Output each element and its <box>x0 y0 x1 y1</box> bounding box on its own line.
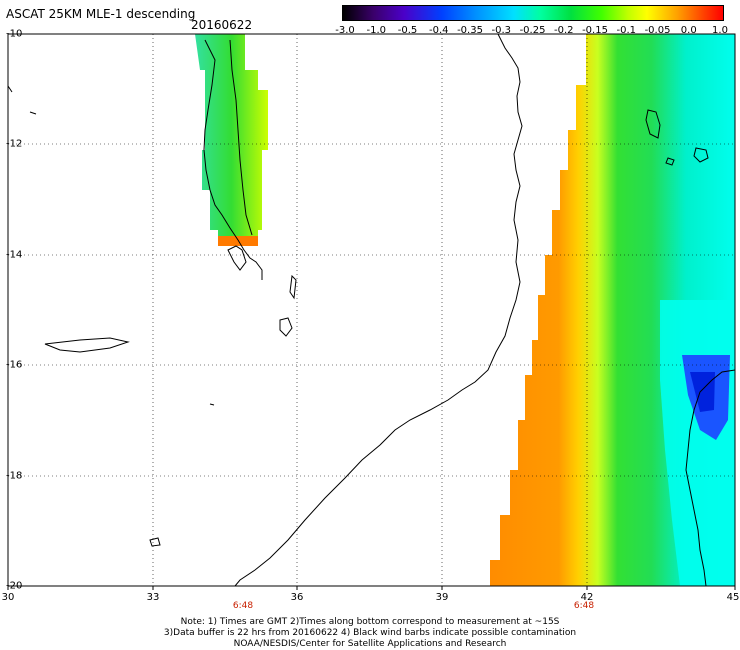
y-tick-label: -14 <box>6 249 23 261</box>
x-tick-label: 42 <box>580 592 594 603</box>
colorbar-tick-label: 1.0 <box>712 25 728 36</box>
y-tick-label: -20 <box>6 580 23 592</box>
graticule <box>8 34 735 586</box>
overpass-time-1: 6:48 <box>232 601 254 611</box>
y-tick-label: -10 <box>6 28 23 40</box>
colorbar-tick-label: -0.3 <box>491 25 512 36</box>
map-frame <box>7 33 736 587</box>
overpass-time-2: 6:48 <box>573 601 595 611</box>
colorbar-tick-label: -0.2 <box>553 25 574 36</box>
x-tick-label: 30 <box>1 592 15 603</box>
colorbar-tick-label: -0.35 <box>457 25 483 36</box>
colorbar-tick-label: -1.0 <box>366 25 387 36</box>
colorbar-tick-label: -0.25 <box>519 25 546 36</box>
colorbar-tick-label: 0.0 <box>680 25 697 36</box>
comoros <box>645 109 661 139</box>
madagascar-coast <box>685 369 736 587</box>
y-tick-label: -18 <box>6 470 23 482</box>
blue-core <box>690 372 715 412</box>
colorbar-tick-label: -0.5 <box>397 25 418 36</box>
map-date: 20160622 <box>191 18 253 32</box>
x-tick-label: 33 <box>146 592 160 603</box>
y-tick-label: -12 <box>6 138 23 150</box>
west-swath <box>195 34 268 245</box>
mainland-coast <box>234 33 523 587</box>
y-tick-label: -16 <box>6 359 23 371</box>
colorbar-tick-label: -0.1 <box>616 25 637 36</box>
colorbar-tick-label: -0.4 <box>428 25 449 36</box>
colorbar-tick-label: -3.0 <box>335 25 355 36</box>
map-title: ASCAT 25KM MLE-1 descending <box>6 7 196 21</box>
x-tick-label: 36 <box>290 592 304 603</box>
colorbar-tick-label: -0.05 <box>644 25 671 36</box>
coastlines <box>7 33 736 587</box>
x-tick-label: 45 <box>726 592 740 603</box>
footnote-line-1: Note: 1) Times are GMT 2)Times along bot… <box>180 617 560 627</box>
lake-malawi <box>203 39 263 280</box>
colorbar-tick-label: -0.15 <box>582 25 608 36</box>
x-tick-label: 39 <box>435 592 449 603</box>
colorbar <box>342 5 724 21</box>
west-swath-orange <box>218 236 258 246</box>
footnote-line-2: 3)Data buffer is 22 hrs from 20160622 4)… <box>163 628 577 638</box>
footnote-line-3: NOAA/NESDIS/Center for Satellite Applica… <box>233 639 507 649</box>
